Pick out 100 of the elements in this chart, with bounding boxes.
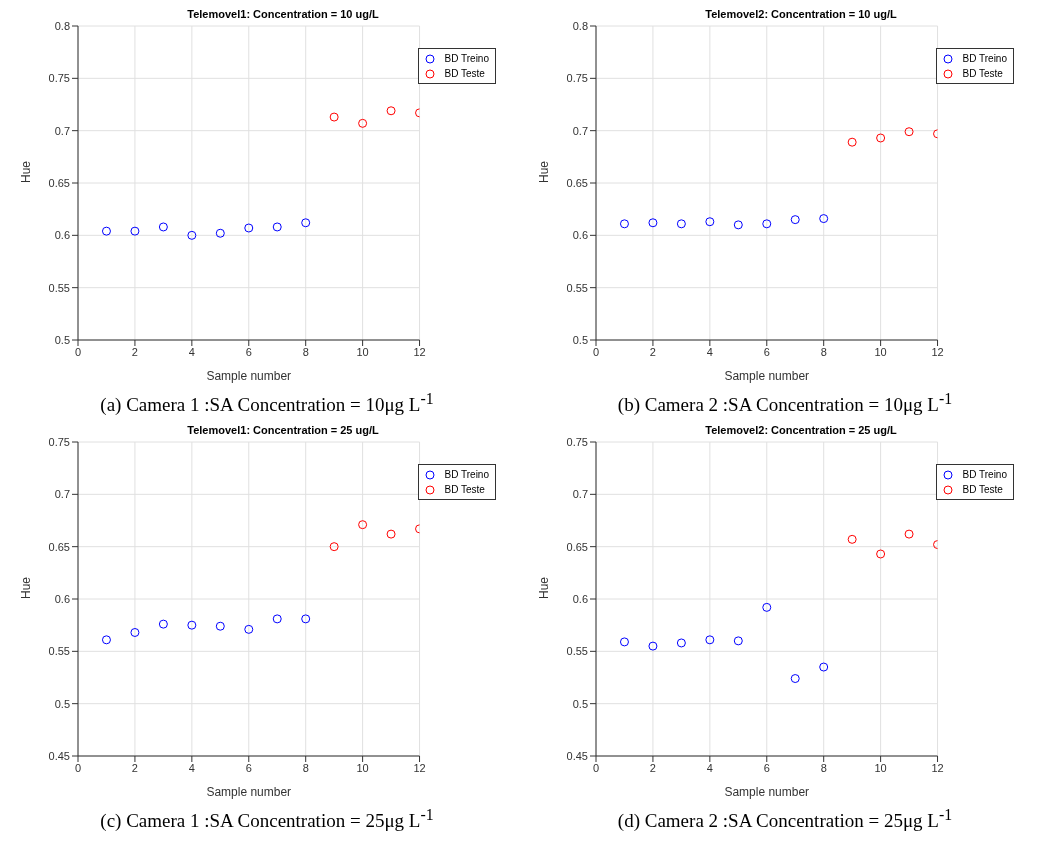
y-tick-label: 0.5 xyxy=(54,333,70,346)
x-tick-label: 0 xyxy=(592,345,600,358)
y-tick-label: 0.6 xyxy=(54,229,70,242)
y-tick-label: 0.6 xyxy=(572,593,588,606)
x-tick-label: 4 xyxy=(188,762,195,775)
y-tick-label: 0.55 xyxy=(48,281,70,294)
point xyxy=(358,520,368,530)
y-tick-label: 0.75 xyxy=(566,436,588,449)
y-axis-title: Hue xyxy=(537,160,552,183)
legend-label: BD Treino xyxy=(962,52,1007,66)
x-tick-label: 10 xyxy=(874,345,887,358)
point xyxy=(130,628,140,638)
y-tick-label: 0.75 xyxy=(48,436,70,449)
point xyxy=(187,621,197,630)
point xyxy=(301,218,311,228)
chart-title: Telemovel1: Concentration = 10 ug/L xyxy=(186,8,380,20)
point xyxy=(847,137,857,147)
y-tick-label: 0.55 xyxy=(566,645,588,658)
point xyxy=(386,106,396,116)
x-tick-label: 0 xyxy=(592,762,600,775)
x-tick-label: 10 xyxy=(356,762,369,775)
point xyxy=(158,619,168,629)
text: (a) Camera 1 :SA Concentration = 10μg L$^{-1}$ xyxy=(99,390,435,417)
legend-label: BD Treino xyxy=(962,468,1007,483)
x-tick-label: 6 xyxy=(245,762,252,775)
x-tick-label: 8 xyxy=(820,762,827,775)
y-axis-title: Hue xyxy=(19,576,34,600)
point xyxy=(101,635,111,645)
x-tick-label: 4 xyxy=(188,345,195,358)
point xyxy=(648,218,658,228)
x-tick-label: 12 xyxy=(931,345,944,358)
point xyxy=(733,636,743,646)
x-tick-label: 2 xyxy=(131,345,138,358)
point xyxy=(301,614,311,624)
x-axis-title: Sample number xyxy=(724,369,810,383)
point xyxy=(904,529,914,539)
legend-label: BD Treino xyxy=(444,52,489,66)
y-tick-label: 0.7 xyxy=(572,488,588,501)
y-axis-title: Hue xyxy=(537,576,552,600)
chart-title: Telemovel2: Concentration = 10 ug/L xyxy=(704,8,898,20)
point xyxy=(130,226,140,236)
point xyxy=(876,133,886,143)
point xyxy=(215,622,225,632)
y-tick-label: 0.65 xyxy=(48,176,70,189)
legend-label: BD Teste xyxy=(962,483,1003,498)
point xyxy=(619,637,629,647)
point xyxy=(790,674,800,684)
point xyxy=(386,529,396,539)
y-tick-label: 0.7 xyxy=(54,124,70,137)
y-tick-label: 0.8 xyxy=(54,19,70,32)
x-tick-label: 4 xyxy=(706,345,713,358)
y-tick-label: 0.75 xyxy=(566,72,588,85)
point xyxy=(329,112,339,122)
y-tick-label: 0.7 xyxy=(572,124,588,137)
point xyxy=(244,625,254,635)
point xyxy=(819,214,829,224)
point xyxy=(904,127,914,137)
x-tick-label: 12 xyxy=(413,762,426,775)
point xyxy=(790,215,800,225)
point xyxy=(705,635,715,645)
point xyxy=(847,535,857,545)
x-tick-label: 6 xyxy=(245,345,252,358)
point xyxy=(101,226,111,236)
y-tick-label: 0.6 xyxy=(572,229,588,242)
x-tick-label: 4 xyxy=(706,762,713,775)
y-tick-label: 0.7 xyxy=(54,488,70,501)
chart-title: Telemovel2: Concentration = 25 ug/L xyxy=(704,424,898,437)
y-tick-label: 0.45 xyxy=(566,750,588,763)
text: (d) Camera 2 :SA Concentration = 25μg L$^{-1}$ xyxy=(616,806,954,833)
y-tick-label: 0.5 xyxy=(572,333,588,346)
y-tick-label: 0.65 xyxy=(48,540,70,553)
legend-label: BD Treino xyxy=(444,468,489,483)
point xyxy=(158,222,168,232)
text: (c) Camera 1 :SA Concentration = 25μg L$^{-1}$ xyxy=(99,806,435,833)
point xyxy=(762,219,772,229)
legend-label: BD Teste xyxy=(962,67,1003,81)
point xyxy=(272,614,282,624)
point xyxy=(733,220,743,230)
x-tick-label: 2 xyxy=(649,345,656,358)
legend-label: BD Teste xyxy=(444,483,485,498)
text: (b) Camera 2 :SA Concentration = 10μg L$^{-1}$ xyxy=(616,390,954,417)
x-tick-label: 12 xyxy=(413,345,426,358)
point xyxy=(762,603,772,613)
point xyxy=(272,222,282,232)
x-tick-label: 8 xyxy=(302,762,309,775)
point xyxy=(676,219,686,229)
y-axis-title: Hue xyxy=(19,160,34,183)
y-tick-label: 0.45 xyxy=(48,750,70,763)
point xyxy=(329,542,339,552)
point xyxy=(819,662,829,672)
x-tick-label: 2 xyxy=(131,762,138,775)
point xyxy=(619,219,629,229)
y-tick-label: 0.55 xyxy=(566,281,588,294)
x-axis-title: Sample number xyxy=(206,785,292,800)
chart-title: Telemovel1: Concentration = 25 ug/L xyxy=(186,424,380,437)
x-tick-label: 8 xyxy=(302,345,309,358)
point xyxy=(358,118,368,128)
x-tick-label: 10 xyxy=(356,345,369,358)
point xyxy=(876,549,886,559)
x-tick-label: 12 xyxy=(931,762,944,775)
